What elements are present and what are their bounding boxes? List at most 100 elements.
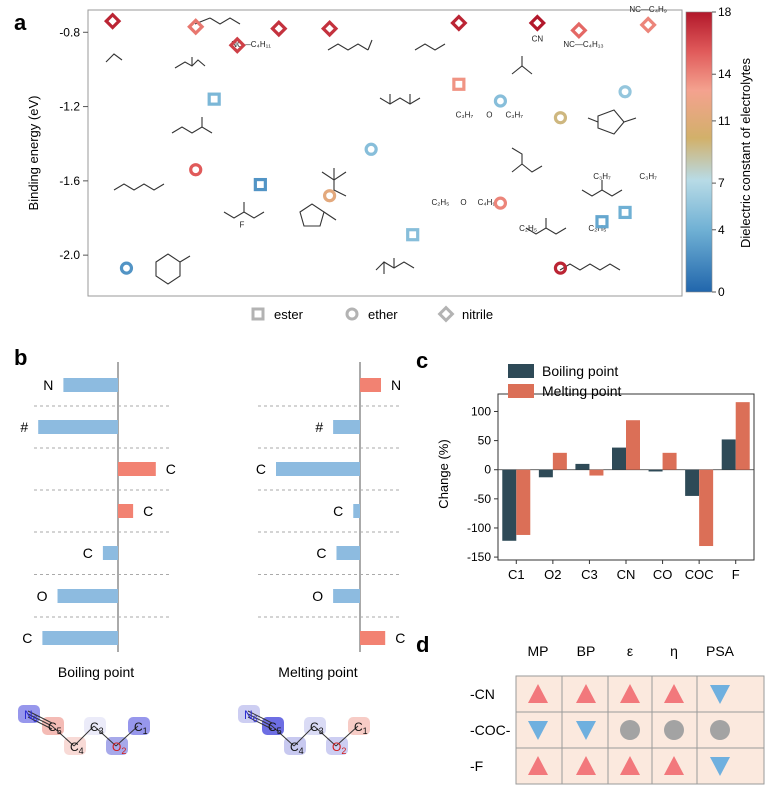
atom-label: O (312, 588, 323, 604)
molecule-label: C₃H₇ (456, 111, 474, 120)
triangle-up-icon (664, 756, 684, 775)
bond (247, 716, 273, 730)
hbar (38, 420, 119, 434)
ytick-label: 0 (484, 463, 491, 477)
atom-label: N (391, 377, 401, 393)
table-header: MP (528, 643, 549, 659)
xtick-label: CN (617, 567, 636, 582)
summary-table-d: MP BP ε η PSA -CN -COC- -F (470, 643, 765, 785)
ylabel-c: Change (%) (436, 439, 451, 508)
triangle-up-icon (620, 756, 640, 775)
molecule-label: C₃H₇ (639, 172, 657, 181)
xtick-label: C3 (581, 567, 598, 582)
legend-a: ester ether nitrile (251, 305, 493, 323)
ylabel-a: Binding energy (eV) (26, 96, 41, 211)
xtick-label: C1 (508, 567, 525, 582)
atom-N6: N6 (24, 708, 38, 724)
atom-label: # (315, 419, 323, 435)
atom-label: C (22, 630, 32, 646)
hbar (336, 546, 360, 560)
molecule-label: CN (532, 35, 544, 44)
bond (335, 725, 359, 747)
bar-melting (516, 469, 531, 535)
bond (73, 725, 95, 747)
hbar (118, 462, 156, 476)
atom-label: C (166, 461, 176, 477)
atom-label: C (256, 461, 266, 477)
panel-label-c: c (416, 348, 428, 373)
atom-O2: O2 (112, 740, 126, 756)
bond (313, 725, 337, 747)
ether-marker (493, 94, 508, 108)
bar-boiling (502, 469, 517, 541)
hbar (333, 420, 360, 434)
ether-marker (119, 261, 134, 275)
legend-marker-ester (251, 307, 265, 321)
triangle-up-icon (576, 756, 596, 775)
bar-boiling (721, 439, 736, 470)
plot-frame-a (87, 9, 683, 297)
bond (27, 716, 53, 730)
molecule-label: C₂H₅ (431, 198, 449, 207)
colorbar-label: Dielectric constant of electrolytes (738, 57, 753, 248)
table-header: η (670, 643, 678, 659)
nitrile-marker (187, 18, 205, 36)
panel-label-b: b (14, 345, 27, 370)
atom-label: C (83, 545, 93, 561)
ether-marker (189, 163, 203, 177)
nitrile-marker (528, 14, 546, 32)
legend-swatch (508, 364, 534, 378)
molecule-label: NC—C₄H₁₁ (231, 40, 271, 49)
legend-label: ether (368, 307, 398, 322)
legend-marker-nitrile (437, 305, 455, 323)
ytick-label: 100 (471, 404, 491, 418)
atom-label: # (20, 419, 28, 435)
nitrile-marker (228, 36, 246, 54)
atom-C3: C3 (90, 720, 104, 736)
table-row-label: -CN (470, 686, 495, 702)
molecule-structures (105, 17, 637, 285)
triangle-down-icon (710, 685, 730, 704)
atom-C4: C4 (290, 740, 304, 756)
atom-label: N (43, 377, 53, 393)
bar-boiling (685, 469, 700, 496)
circle-neutral-icon (620, 720, 640, 740)
colorbar-tick-label: 0 (718, 285, 725, 299)
legend-swatch (508, 384, 534, 398)
nitrile-marker (639, 16, 657, 34)
colorbar-tick-label: 14 (718, 67, 732, 81)
hbar (57, 589, 118, 603)
bond (27, 710, 53, 724)
table-row-label: -F (470, 758, 483, 774)
panel-label-a: a (14, 10, 27, 35)
hbar (360, 631, 386, 645)
xtick-label: F (732, 567, 740, 582)
bond (93, 725, 117, 747)
table-header: ε (627, 643, 633, 659)
molecule-label: C₄H₉ (478, 198, 496, 207)
molecule-label: C₂H₅ (588, 224, 606, 233)
molecule-label: C₃H₇ (505, 111, 523, 120)
circle-neutral-icon (664, 720, 684, 740)
bond (27, 713, 53, 727)
triangle-up-icon (620, 684, 640, 703)
ytick-label: -50 (474, 492, 492, 506)
bar-chart-b: N # C C C O C N # C C C O C Boiling point Melting po… (18, 362, 405, 756)
bar-melting (552, 452, 567, 470)
atom-label: O (37, 588, 48, 604)
molecule-label: C₃H₇ (593, 172, 611, 181)
ether-marker (364, 142, 378, 156)
ytick-label: -150 (467, 550, 491, 564)
ester-marker (207, 92, 221, 106)
ester-marker (253, 177, 267, 192)
bond (271, 725, 295, 747)
boiling-point-chart: N # C C C O C (20, 362, 176, 652)
nitrile-marker (320, 19, 339, 38)
nitrile-marker (570, 21, 588, 40)
bar-melting (589, 469, 604, 476)
atom-C1: C1 (134, 720, 148, 736)
molecule-label: O (460, 198, 466, 207)
nitrile-marker (103, 12, 122, 30)
